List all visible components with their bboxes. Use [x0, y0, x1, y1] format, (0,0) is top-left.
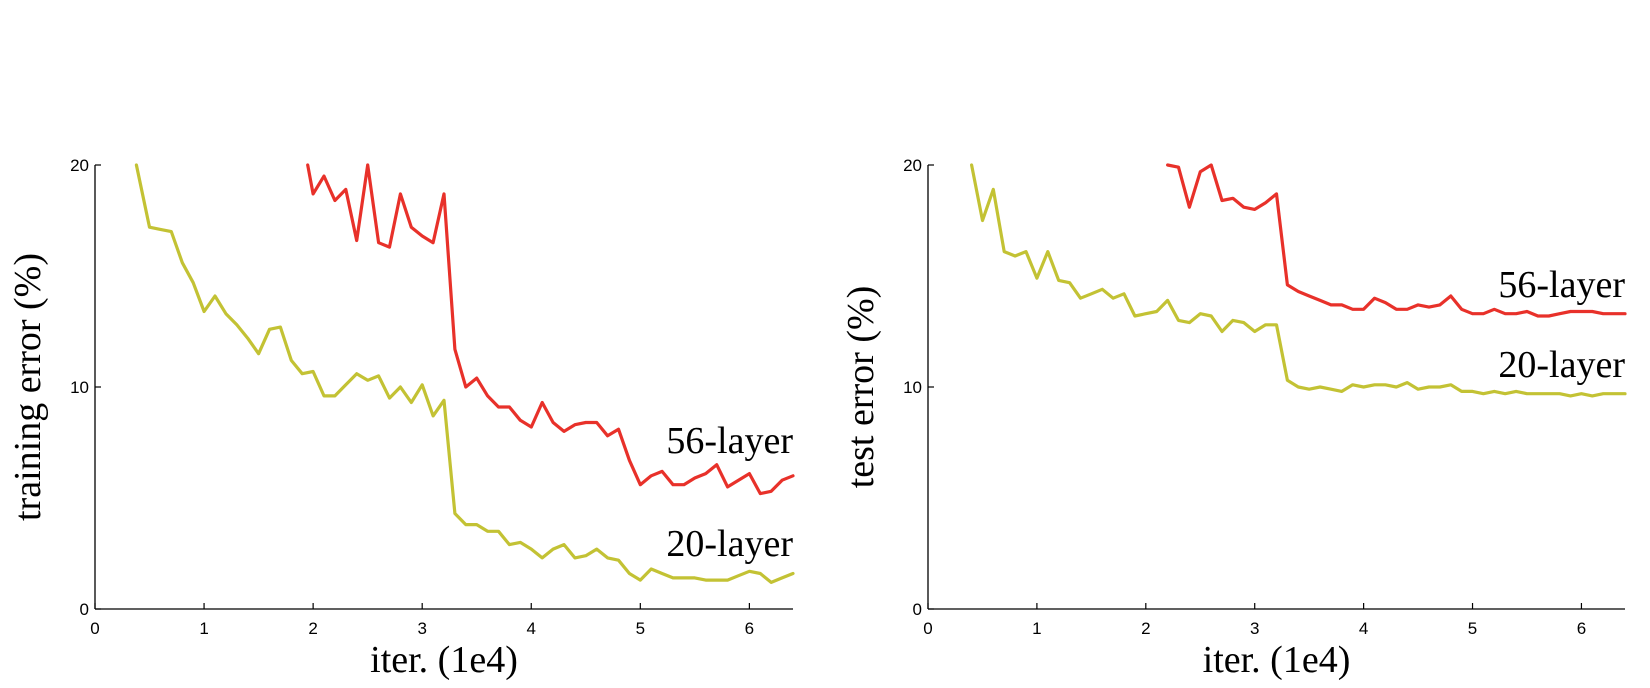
x-tick-label: 6	[745, 619, 754, 638]
training-error-chart: 0 1 2 3 4 5 6 0 10 20 56-layer 20-layer iter. (1e4) t…	[7, 156, 795, 681]
y-tick-label: 0	[913, 600, 922, 619]
series-label-56-layer: 56-layer	[1498, 264, 1625, 306]
series-label-20-layer: 20-layer	[666, 523, 793, 565]
x-tick-label: 5	[1468, 619, 1477, 638]
x-tick-label: 1	[199, 619, 208, 638]
x-tick-label: 3	[1250, 619, 1259, 638]
x-tick-label: 0	[90, 619, 99, 638]
test-error-chart: 0 1 2 3 4 5 6 0 10 20 56-layer 20-layer iter. (1e4) t…	[840, 156, 1627, 681]
y-axis-title: training error (%)	[7, 253, 49, 521]
x-tick-label: 3	[417, 619, 426, 638]
x-tick-label: 6	[1577, 619, 1586, 638]
x-tick-label: 0	[923, 619, 932, 638]
series-label-20-layer: 20-layer	[1498, 344, 1625, 386]
y-tick-label: 20	[903, 156, 922, 175]
x-tick-label: 2	[1141, 619, 1150, 638]
series-line-20-layer	[969, 163, 1627, 398]
x-tick-label: 1	[1032, 619, 1041, 638]
series-label-56-layer: 56-layer	[666, 420, 793, 462]
y-tick-label: 10	[903, 378, 922, 397]
x-tick-label: 4	[527, 619, 536, 638]
y-tick-label: 20	[70, 156, 89, 175]
y-axis-title: test error (%)	[840, 286, 882, 489]
x-tick-label: 5	[636, 619, 645, 638]
y-tick-label: 10	[70, 378, 89, 397]
x-tick-label: 4	[1359, 619, 1368, 638]
x-tick-label: 2	[308, 619, 317, 638]
series-line-20-layer	[134, 163, 795, 585]
series-line-56-layer	[306, 163, 795, 496]
series-line-56-layer	[1165, 163, 1627, 318]
x-axis-title: iter. (1e4)	[1203, 639, 1351, 681]
y-tick-label: 0	[80, 600, 89, 619]
x-axis-title: iter. (1e4)	[370, 639, 518, 681]
